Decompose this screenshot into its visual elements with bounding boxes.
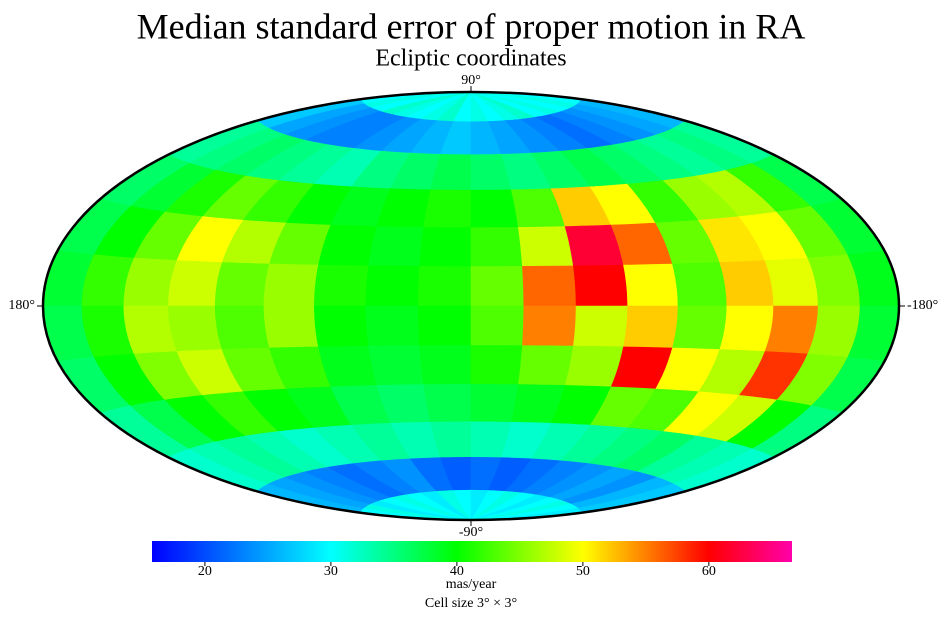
cell — [672, 262, 728, 307]
cell — [263, 263, 319, 307]
cell — [470, 384, 519, 423]
cell — [573, 264, 629, 307]
edge-label: -90° — [459, 525, 483, 540]
cell — [719, 305, 774, 352]
cell — [470, 345, 523, 385]
cell — [313, 305, 369, 348]
colorbar-tick-label: 50 — [576, 564, 590, 579]
colorbar-label: mas/year — [446, 577, 497, 592]
cell — [719, 260, 774, 307]
cell — [517, 345, 574, 386]
cell — [470, 227, 523, 267]
cell — [573, 305, 629, 348]
cell — [168, 260, 223, 307]
chart-subtitle: Ecliptic coordinates — [375, 46, 566, 72]
edge-label: 90° — [461, 73, 481, 88]
cell — [423, 384, 472, 423]
cell — [368, 226, 425, 267]
cell — [419, 345, 472, 385]
cell — [365, 265, 420, 307]
cell — [168, 305, 223, 352]
cell — [470, 189, 519, 228]
cell — [419, 227, 472, 267]
cell — [672, 305, 728, 350]
map-cells — [42, 91, 900, 521]
cell — [417, 305, 472, 347]
cell — [417, 265, 472, 307]
cell — [313, 264, 369, 307]
cell — [623, 305, 679, 349]
cell — [214, 262, 270, 307]
cell — [214, 305, 270, 350]
cell — [368, 345, 425, 386]
colorbar-tick-label: 40 — [450, 564, 464, 579]
cell — [522, 305, 577, 347]
cell — [423, 189, 472, 228]
cell — [517, 226, 574, 267]
cell — [470, 305, 525, 347]
cell — [522, 265, 577, 307]
chart-title: Median standard error of proper motion i… — [137, 6, 806, 46]
colorbar — [152, 541, 792, 562]
note: Cell size 3° × 3° — [425, 596, 517, 611]
cell — [470, 265, 525, 307]
edge-label: -180° — [907, 298, 938, 313]
colorbar-tick-label: 30 — [324, 564, 338, 579]
cell — [365, 305, 420, 347]
colorbar-tick-label: 20 — [198, 564, 212, 579]
cell — [623, 263, 679, 307]
edge-label: 180° — [8, 298, 35, 313]
colorbar-tick-label: 60 — [702, 564, 716, 579]
cell — [263, 305, 319, 349]
